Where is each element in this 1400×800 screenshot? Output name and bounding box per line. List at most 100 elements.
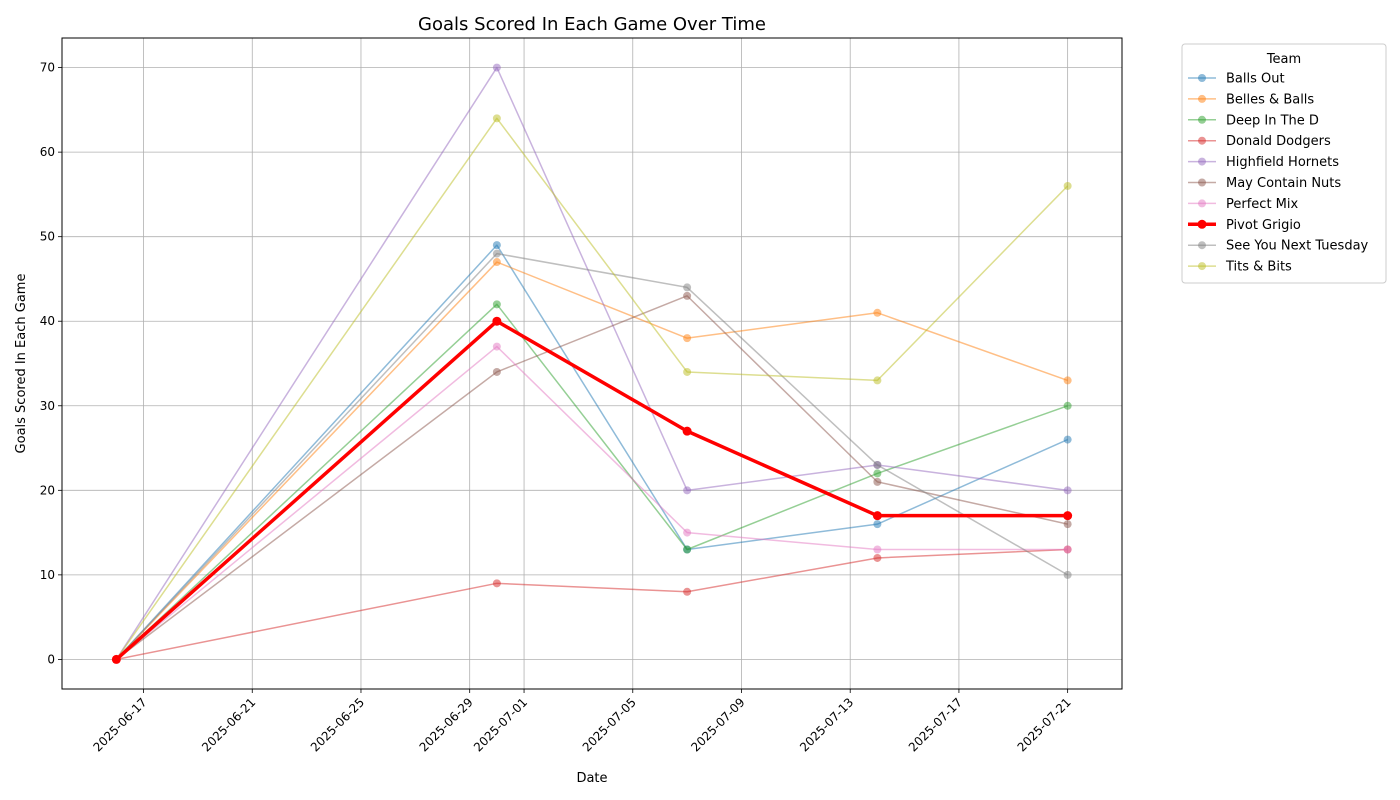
series-may-contain-nuts [112, 291, 1072, 664]
data-point [873, 460, 882, 469]
legend-swatch-marker [1198, 115, 1206, 124]
legend-swatch-marker [1198, 241, 1206, 250]
data-point [1063, 570, 1072, 579]
data-point [492, 249, 501, 258]
data-point [873, 469, 882, 478]
data-point [873, 545, 882, 554]
data-point [683, 587, 692, 596]
data-point [683, 545, 692, 554]
series-perfect-mix [112, 342, 1072, 664]
legend-swatch-marker [1198, 94, 1206, 103]
data-point [683, 486, 692, 495]
legend-box [1181, 43, 1387, 284]
legend-swatch-marker [1198, 199, 1206, 208]
x-tick-label: 2025-07-13 [797, 695, 856, 754]
legend-swatch-marker [1197, 219, 1207, 229]
legend-swatch-marker [1198, 74, 1206, 82]
series-line [115, 66, 1068, 660]
legend-label: Belles & Balls [1226, 92, 1314, 107]
series-deep-in-the-d [112, 300, 1072, 664]
legend-label: Tits & Bits [1225, 260, 1292, 275]
data-point [492, 300, 501, 309]
legend-item: Balls Out [1188, 72, 1285, 87]
x-tick-label: 2025-06-29 [417, 695, 476, 754]
y-tick-label: 30 [40, 399, 55, 413]
series-line [116, 548, 1068, 661]
data-point [1063, 545, 1072, 554]
legend-item: Deep In The D [1188, 113, 1319, 128]
y-axis-title: Goals Scored In Each Game [14, 274, 29, 454]
data-point [683, 528, 692, 537]
legend-swatch-marker [1198, 262, 1206, 271]
series-line [115, 261, 1068, 660]
plot-frame [61, 37, 1123, 690]
data-point [873, 477, 882, 486]
y-tick-label: 40 [40, 314, 55, 328]
data-point [1063, 520, 1072, 529]
legend-items: Balls Out Belles & Balls Deep In The D Dona… [1188, 72, 1369, 275]
data-point [1063, 435, 1072, 444]
legend: Team Balls Out Belles & Balls Deep In The … [1181, 43, 1387, 284]
data-point [873, 308, 882, 317]
legend-label: Perfect Mix [1226, 197, 1298, 212]
x-tick-label: 2025-06-21 [199, 695, 258, 754]
data-point [492, 579, 501, 588]
series-balls-out [112, 241, 1072, 664]
data-point [1063, 401, 1072, 410]
legend-swatch-marker [1198, 178, 1206, 187]
data-point [492, 258, 501, 267]
legend-item: Donald Dodgers [1188, 134, 1331, 149]
legend-label: Highfield Hornets [1226, 155, 1339, 170]
series-line [115, 244, 1068, 660]
legend-label: Donald Dodgers [1226, 134, 1331, 149]
x-tick-label: 2025-07-21 [1015, 695, 1074, 754]
axis-ticks: 2025-06-17 2025-06-21 2025-06-25 2025-06-29… [40, 61, 1074, 755]
data-point [492, 316, 502, 326]
data-point [682, 426, 692, 436]
legend-item: Perfect Mix [1188, 197, 1298, 212]
legend-item: See You Next Tuesday [1188, 239, 1369, 254]
legend-label: Pivot Grigio [1226, 218, 1301, 233]
data-point [683, 291, 692, 300]
data-point [492, 63, 501, 72]
legend-label: Balls Out [1226, 72, 1285, 87]
x-tick-label: 2025-07-05 [580, 695, 639, 754]
y-tick-label: 0 [47, 652, 55, 666]
data-point [492, 241, 501, 250]
data-point [873, 520, 882, 529]
data-point [111, 654, 121, 664]
legend-item: Pivot Grigio [1188, 218, 1301, 233]
series-highfield-hornets [112, 63, 1072, 664]
y-tick-label: 70 [40, 61, 55, 75]
legend-swatch-marker [1198, 157, 1206, 166]
chart-title: Goals Scored In Each Game Over Time [418, 14, 766, 35]
x-tick-label: 2025-07-17 [906, 695, 965, 754]
data-point [683, 283, 692, 292]
series-line [115, 295, 1068, 661]
series-tits-bits [112, 114, 1072, 664]
series-pivot-grigio [111, 316, 1073, 664]
grid [62, 38, 1122, 689]
y-tick-label: 10 [40, 568, 55, 582]
data-point [872, 511, 882, 521]
legend-item: Highfield Hornets [1188, 155, 1339, 170]
data-point [873, 553, 882, 562]
data-point [683, 367, 692, 376]
legend-item: Tits & Bits [1188, 260, 1292, 275]
x-axis-title: Date [576, 771, 607, 786]
data-point [1063, 511, 1073, 521]
series-line [115, 117, 1069, 660]
x-tick-label: 2025-07-09 [688, 695, 747, 754]
data-point [492, 367, 501, 376]
legend-label: See You Next Tuesday [1226, 239, 1369, 254]
data-point [873, 376, 882, 385]
legend-label: Deep In The D [1226, 113, 1319, 128]
legend-item: Belles & Balls [1188, 92, 1314, 107]
data-point [1063, 486, 1072, 495]
x-tick-label: 2025-06-17 [90, 695, 149, 754]
series-lines [111, 63, 1073, 664]
x-tick-label: 2025-06-25 [308, 695, 367, 754]
data-point [1063, 181, 1072, 190]
legend-item: May Contain Nuts [1188, 176, 1341, 191]
